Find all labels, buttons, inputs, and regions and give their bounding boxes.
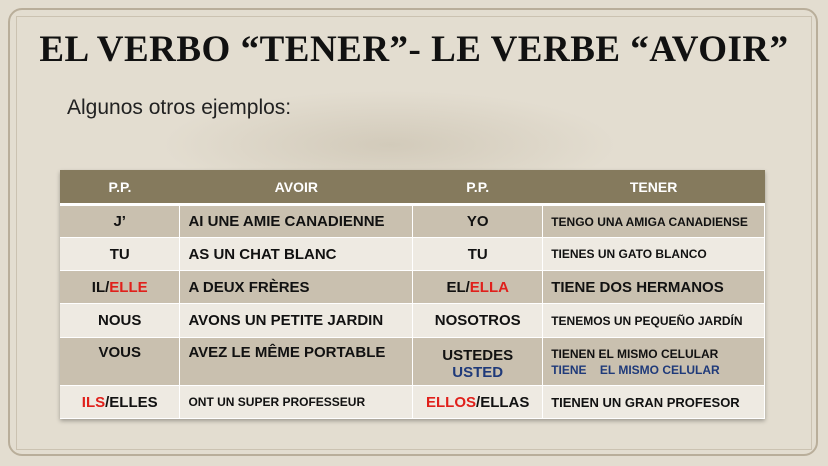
es-pronoun: YO <box>412 204 544 238</box>
fr-pronoun: TU <box>60 237 181 271</box>
table-header-row: P.P. AVOIR P.P. TENER <box>60 170 765 206</box>
pronoun-masc: IL/ <box>91 278 110 296</box>
pronoun-masc: EL/ <box>446 278 470 296</box>
fr-pronoun: J’ <box>60 204 181 238</box>
fr-pronoun: NOUS <box>60 303 181 338</box>
pronoun-masc: ELLOS <box>426 393 477 411</box>
fr-pronoun: IL/ELLE <box>60 270 181 304</box>
tener-singular: TIENE EL MISMO CELULAR <box>551 362 756 378</box>
avoir-phrase: A DEUX FRÈRES <box>179 270 414 304</box>
table-row: ILS/ELLES ONT UN SUPER PROFESSEUR ELLOS/… <box>60 385 765 419</box>
pronoun-fem: ELLE <box>109 278 148 296</box>
es-pronoun: NOSOTROS <box>412 303 544 338</box>
pronoun-masc: ILS <box>81 393 106 411</box>
avoir-phrase: ONT UN SUPER PROFESSEUR <box>179 385 414 419</box>
es-pronoun: TU <box>412 237 544 271</box>
fr-pronoun: VOUS <box>60 337 181 386</box>
avoir-phrase: AS UN CHAT BLANC <box>179 237 414 271</box>
avoir-phrase: AVONS UN PETITE JARDIN <box>179 303 414 338</box>
conjugation-table: P.P. AVOIR P.P. TENER J’ AI UNE AMIE CAN… <box>60 170 765 419</box>
table-row: VOUS AVEZ LE MÊME PORTABLE USTEDES USTED … <box>60 337 765 386</box>
tener-phrase: TIENES UN GATO BLANCO <box>542 237 765 271</box>
slide-frame <box>8 8 818 456</box>
pronoun-fem: /ELLAS <box>476 393 530 411</box>
pronoun-fem: ELLA <box>469 278 509 296</box>
table-row: NOUS AVONS UN PETITE JARDIN NOSOTROS TEN… <box>60 303 765 338</box>
tener-phrase: TIENEN EL MISMO CELULAR TIENE EL MISMO CE… <box>542 337 765 386</box>
es-pronoun: EL/ELLA <box>412 270 544 304</box>
table-row: IL/ELLE A DEUX FRÈRES EL/ELLA TIENE DOS … <box>60 270 765 304</box>
table-row: J’ AI UNE AMIE CANADIENNE YO TENGO UNA A… <box>60 204 765 238</box>
avoir-phrase: AVEZ LE MÊME PORTABLE <box>179 337 414 386</box>
header-avoir: AVOIR <box>179 170 413 206</box>
slide-title: EL VERBO “TENER”- LE VERBE “AVOIR” <box>39 29 789 70</box>
tener-phrase: TIENEN UN GRAN PROFESOR <box>542 385 765 419</box>
tener-phrase: TENGO UNA AMIGA CANADIENSE <box>542 204 765 238</box>
slide-inner-frame <box>16 16 812 450</box>
slide-subtitle: Algunos otros ejemplos: <box>67 96 292 119</box>
es-pronoun: USTEDES USTED <box>412 337 544 386</box>
header-pp-es: P.P. <box>412 170 543 206</box>
pronoun-plural: USTEDES <box>442 346 514 364</box>
tener-object: EL MISMO CELULAR <box>599 362 720 377</box>
header-tener: TENER <box>542 170 765 206</box>
avoir-phrase: AI UNE AMIE CANADIENNE <box>179 204 414 238</box>
fr-pronoun: ILS/ELLES <box>60 385 181 419</box>
table-row: TU AS UN CHAT BLANC TU TIENES UN GATO BL… <box>60 237 765 271</box>
es-pronoun: ELLOS/ELLAS <box>412 385 544 419</box>
pronoun-fem: /ELLES <box>105 393 158 411</box>
tener-plural: TIENEN EL MISMO CELULAR <box>551 346 719 361</box>
tener-phrase: TENEMOS UN PEQUEÑO JARDÍN <box>542 303 765 338</box>
header-pp-fr: P.P. <box>60 170 180 206</box>
tener-verb: TIENE <box>551 362 587 377</box>
pronoun-singular: USTED <box>452 363 504 381</box>
tener-phrase: TIENE DOS HERMANOS <box>542 270 765 304</box>
